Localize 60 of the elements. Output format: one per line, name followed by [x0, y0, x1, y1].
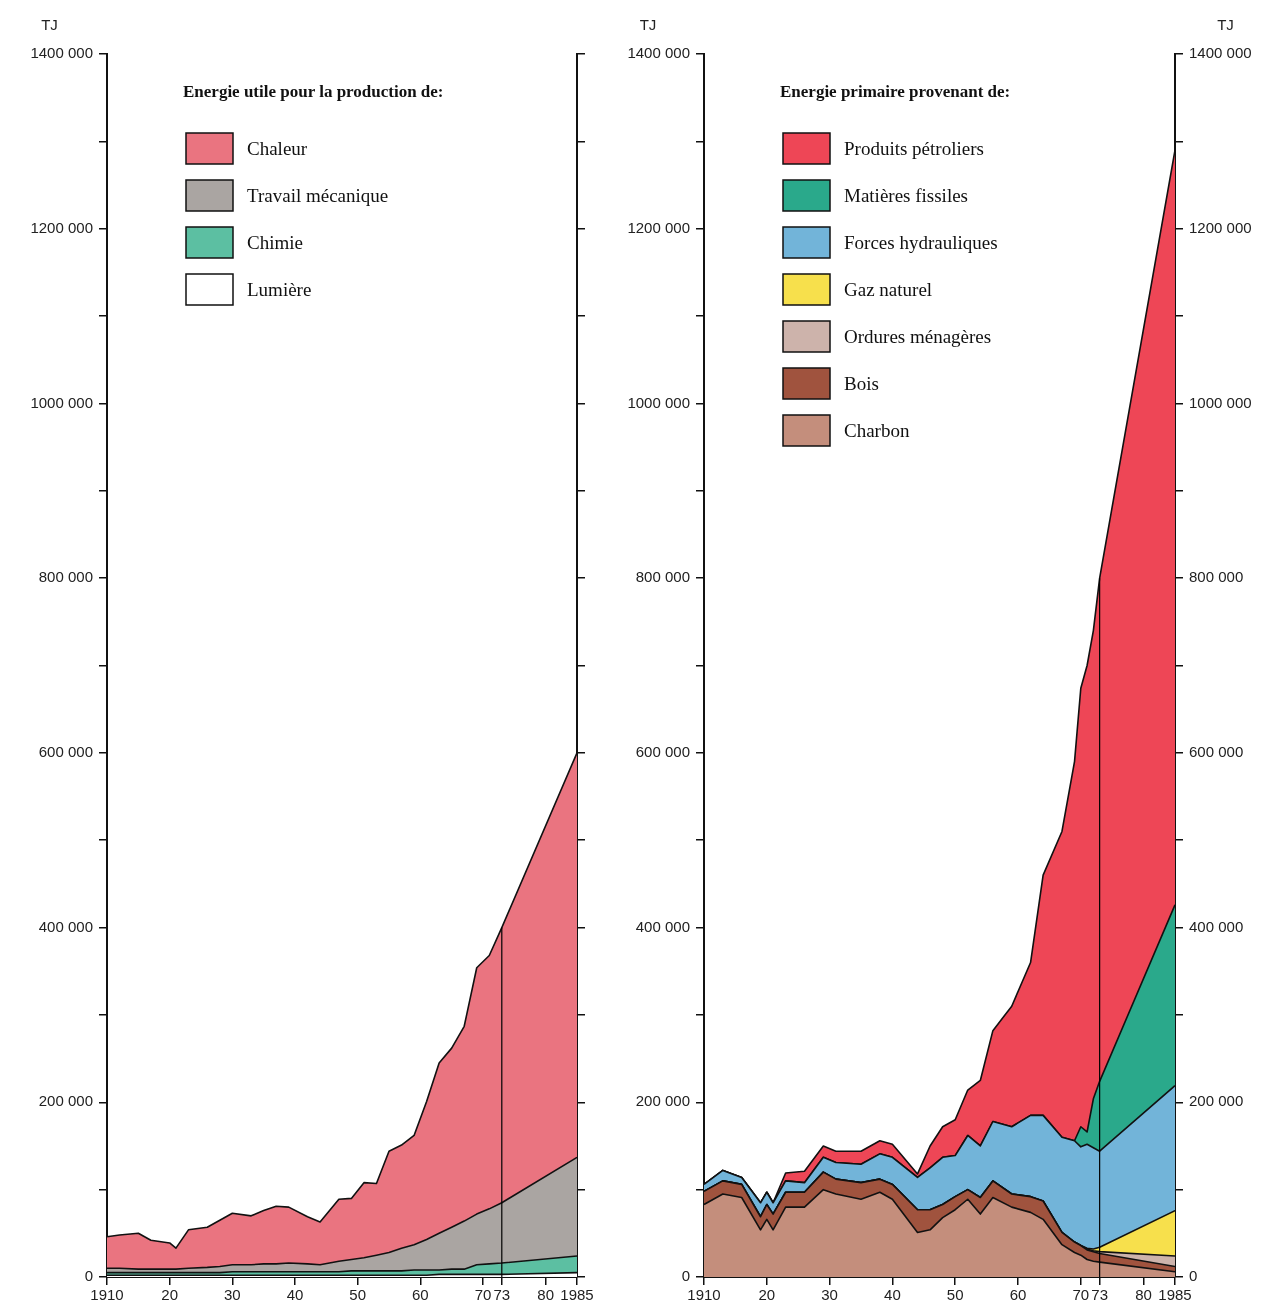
y-tick-label: 1400 000: [30, 44, 93, 62]
legend-label: Gaz naturel: [844, 279, 933, 300]
x-tick-label: 30: [223, 1286, 241, 1304]
x-tick-label: 70: [474, 1286, 492, 1304]
y-axis-title: TJ: [639, 16, 657, 33]
legend-label: Produits pétroliers: [844, 138, 984, 159]
y2-tick-label: 1400 000: [1189, 44, 1252, 62]
y-tick-label: 1000 000: [30, 393, 93, 411]
legend-label: Chimie: [247, 232, 303, 253]
legend-label: Ordures ménagères: [844, 326, 992, 347]
legend-label: Matières fissiles: [844, 185, 969, 206]
y-tick-label: 1000 000: [627, 393, 690, 411]
x-tick-label: 20: [161, 1286, 179, 1304]
x-tick-label: 1910: [90, 1286, 124, 1304]
x-tick-label: 40: [884, 1286, 901, 1304]
legend-label: Charbon: [844, 420, 910, 441]
x-tick-label: 70: [1072, 1286, 1090, 1304]
legend-label: Forces hydrauliques: [844, 232, 998, 253]
y-tick-label: 0: [84, 1267, 93, 1285]
y-tick-label: 1200 000: [627, 218, 690, 236]
y-tick-label: 1400 000: [627, 44, 690, 62]
y-tick-label: 400 000: [635, 917, 690, 935]
x-tick-label: 60: [411, 1286, 429, 1304]
y2-tick-label: 400 000: [1189, 917, 1244, 935]
legend-label: Travail mécanique: [247, 185, 389, 206]
y-tick-label: 600 000: [38, 743, 93, 760]
y2-tick-label: 1200 000: [1189, 218, 1252, 236]
y-tick-label: 600 000: [635, 743, 690, 760]
y-tick-label: 200 000: [38, 1092, 93, 1110]
x-tick-label: 1910: [687, 1286, 721, 1304]
x-tick-label: 80: [537, 1286, 555, 1304]
y2-axis-title: TJ: [1217, 16, 1234, 33]
legend-label: Chaleur: [247, 138, 308, 159]
y-tick-label: 200 000: [635, 1092, 690, 1110]
x-tick-label: 1985: [560, 1286, 594, 1304]
x-tick-label: 1985: [1158, 1286, 1192, 1304]
x-tick-label: 50: [349, 1286, 367, 1304]
x-tick-label: 20: [758, 1286, 776, 1304]
x-tick-label: 60: [1009, 1286, 1027, 1304]
legend-label: Lumière: [247, 279, 312, 300]
x-tick-label: 40: [286, 1286, 304, 1304]
y-tick-label: 800 000: [635, 568, 690, 586]
x-tick-label: 80: [1135, 1286, 1152, 1304]
legend-title: Energie primaire provenant de:: [780, 82, 1011, 101]
y-tick-label: 800 000: [38, 568, 93, 586]
x-tick-label: 73: [1091, 1286, 1108, 1304]
x-tick-label: 50: [946, 1286, 964, 1304]
legend-label: Bois: [844, 373, 879, 394]
y2-tick-label: 200 000: [1189, 1092, 1244, 1110]
legend-title: Energie utile pour la production de:: [183, 82, 444, 101]
y-axis-title: TJ: [41, 16, 58, 33]
y-tick-label: 400 000: [38, 917, 93, 935]
y2-tick-label: 800 000: [1189, 568, 1244, 586]
y2-tick-label: 1000 000: [1189, 393, 1252, 411]
y-tick-label: 0: [681, 1267, 690, 1285]
y2-tick-label: 600 000: [1189, 743, 1244, 760]
y-tick-label: 1200 000: [30, 218, 93, 236]
y2-tick-label: 0: [1189, 1267, 1198, 1285]
x-tick-label: 30: [821, 1286, 838, 1304]
x-tick-label: 73: [493, 1286, 511, 1304]
